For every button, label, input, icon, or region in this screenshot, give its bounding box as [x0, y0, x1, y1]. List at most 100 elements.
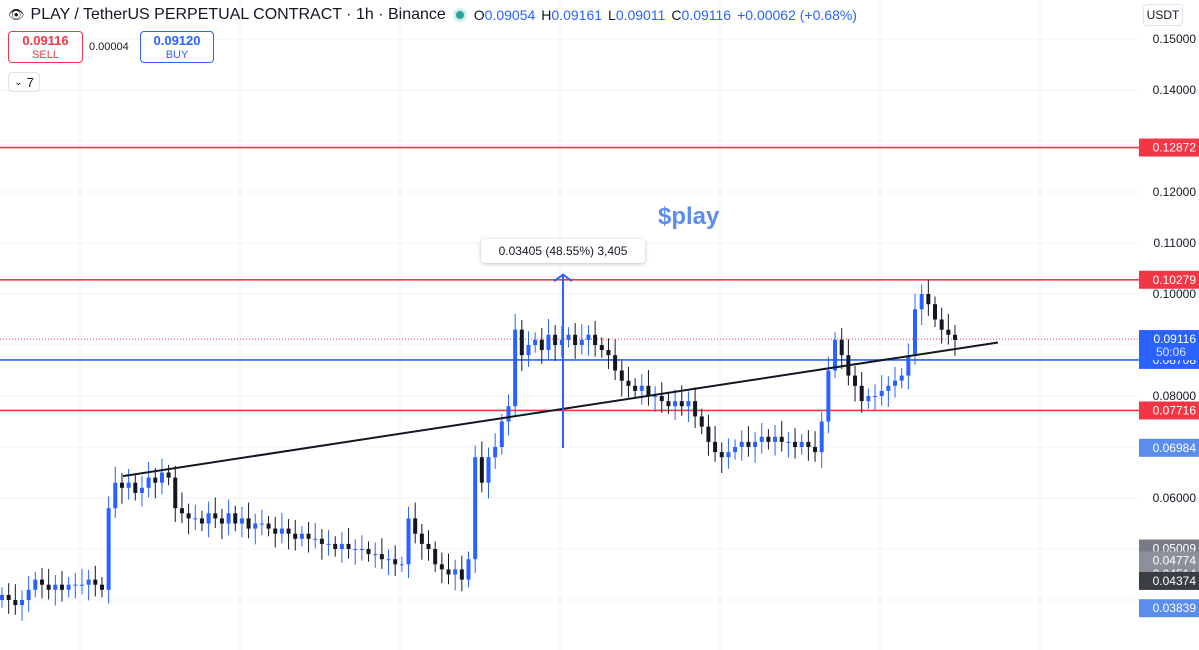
candle-body — [779, 436, 784, 442]
candle-body — [219, 518, 224, 524]
level-price-tag-bg — [1139, 138, 1199, 157]
candle-body — [406, 518, 411, 565]
candle-body — [506, 406, 511, 422]
candle-body — [39, 579, 44, 585]
candle-body — [59, 584, 64, 590]
candle-body — [479, 457, 484, 483]
candle-body — [253, 523, 258, 529]
measure-arrow-head[interactable] — [553, 273, 573, 283]
indicators-toggle[interactable]: ⌄ 7 — [8, 72, 40, 92]
candle-body — [786, 441, 791, 443]
candle-body — [673, 401, 678, 407]
measure-arrow[interactable] — [553, 273, 573, 449]
candle-body — [259, 523, 264, 525]
candle-body — [433, 549, 438, 565]
candle-body — [373, 554, 378, 556]
candle-body — [93, 579, 98, 585]
candle-body — [386, 559, 391, 561]
candle-body — [233, 513, 238, 524]
candle-body — [946, 329, 951, 335]
candle-body — [153, 477, 158, 483]
chart-header: 👁 PLAY / TetherUS PERPETUAL CONTRACT · 1… — [8, 4, 857, 26]
candle-body — [139, 487, 144, 493]
candle-body — [686, 401, 691, 407]
ohlc-open: O0.09054 — [473, 7, 536, 23]
candle-body — [939, 319, 944, 330]
candle-body — [573, 334, 578, 345]
spread-value: 0.00004 — [89, 41, 129, 53]
buy-button[interactable]: 0.09120 BUY — [140, 31, 214, 63]
candle-body — [446, 569, 451, 575]
measure-tooltip: 0.03405 (48.55%) 3,405 — [481, 239, 645, 263]
candle-body — [399, 564, 404, 566]
candle-body — [226, 513, 231, 524]
level-price-tag: 0.07716 — [1153, 403, 1197, 417]
price-tick-label: 0.15000 — [1153, 32, 1197, 46]
candle-body — [46, 584, 51, 590]
candle-body — [106, 508, 111, 590]
candle-body — [706, 426, 711, 442]
candle-body — [159, 472, 164, 483]
chart-annotation[interactable]: $play — [658, 203, 720, 230]
ohlc-low: L0.09011 — [608, 7, 666, 23]
trendline[interactable] — [122, 341, 999, 478]
candle-body — [853, 375, 858, 386]
candle-body — [473, 457, 478, 560]
candle-body — [166, 472, 171, 478]
candle-body — [333, 543, 338, 549]
eye-icon[interactable]: 👁 — [8, 7, 25, 22]
sell-button[interactable]: 0.09116 SELL — [8, 31, 83, 63]
candle-body — [733, 447, 738, 453]
candle-body — [873, 396, 878, 397]
symbol-title[interactable]: PLAY / TetherUS PERPETUAL CONTRACT · 1h … — [30, 6, 446, 23]
price-tick-label: 0.06000 — [1153, 491, 1197, 505]
countdown-label: 50:06 — [1156, 345, 1186, 359]
sell-label: SELL — [32, 49, 59, 61]
candle-body — [899, 375, 904, 381]
price-axis-ticks: 0.15000 0.14000 0.12000 0.11000 0.10000 0.080… — [1153, 32, 1197, 505]
candle-body — [626, 380, 631, 386]
candle-body — [526, 345, 531, 356]
trendline-segment[interactable] — [122, 341, 999, 478]
candle-body — [173, 477, 178, 509]
price-tick-label: 0.10000 — [1153, 287, 1197, 301]
price-axis-tags: 0.128720.102790.087080.077160.069840.050… — [1139, 138, 1199, 618]
candle-body — [926, 294, 931, 305]
candle-body — [879, 390, 884, 396]
price-tag-bg — [1139, 438, 1199, 457]
currency-selector[interactable]: USDT — [1143, 4, 1183, 26]
price-tag-bg — [1139, 599, 1199, 618]
candle-body — [886, 385, 891, 391]
candle-body — [79, 584, 84, 586]
candle-body — [866, 396, 871, 402]
candle-body — [906, 355, 911, 376]
candle-body — [819, 421, 824, 453]
candle-body — [833, 339, 838, 371]
candle-body — [213, 513, 218, 519]
candle-body — [359, 549, 364, 550]
candle-body — [493, 447, 498, 458]
candle-body — [33, 579, 38, 590]
candle-body — [199, 518, 204, 524]
candle-body — [286, 528, 291, 534]
candle-body — [693, 401, 698, 417]
candle-body — [659, 396, 664, 402]
candle-body — [293, 533, 298, 539]
current-price-tag-bg — [1139, 330, 1199, 361]
candle-body — [699, 416, 704, 427]
candle-body — [559, 339, 564, 345]
candle-body — [766, 436, 771, 442]
candle-body — [19, 600, 24, 606]
candle-body — [366, 549, 371, 555]
candle-body — [313, 538, 318, 540]
candle-body — [826, 370, 831, 422]
candle-body — [193, 518, 198, 520]
price-change: +0.00062 (+0.68%) — [737, 7, 857, 23]
price-tag: 0.03839 — [1153, 601, 1197, 615]
price-tick-label: 0.12000 — [1153, 185, 1197, 199]
candle-body — [759, 436, 764, 442]
candle-body — [419, 533, 424, 544]
candle-body — [799, 441, 804, 447]
candle-body — [426, 543, 431, 549]
